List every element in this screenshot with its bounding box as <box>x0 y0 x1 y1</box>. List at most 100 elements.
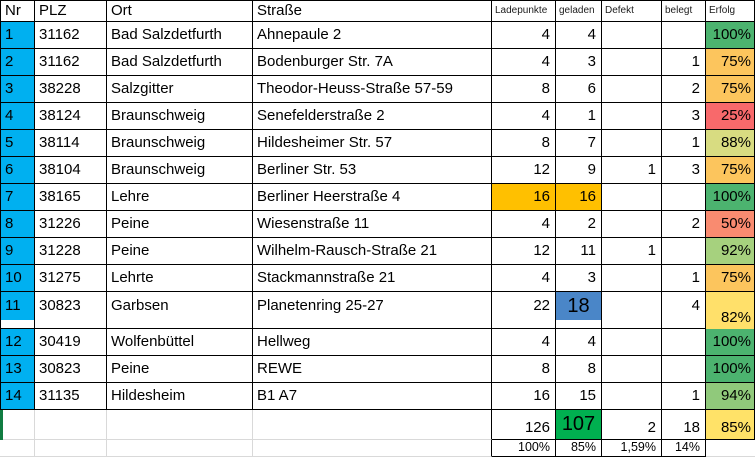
cell-geladen[interactable]: 4 <box>556 22 602 49</box>
cell-nr[interactable]: 5 <box>0 130 35 157</box>
cell-nr[interactable]: 3 <box>0 76 35 103</box>
cell-spacer[interactable] <box>0 320 35 329</box>
cell-ladepunkte[interactable]: 4 <box>492 49 556 76</box>
cell-plz[interactable]: 38124 <box>35 103 107 130</box>
cell-ladepunkte[interactable]: 16 <box>492 184 556 211</box>
total-defekt[interactable]: 2 <box>602 410 662 440</box>
cell-geladen[interactable]: 4 <box>556 329 602 356</box>
cell-belegt[interactable] <box>662 184 706 211</box>
cell-defekt[interactable] <box>602 184 662 211</box>
cell-erfolg[interactable]: 94% <box>706 383 755 410</box>
cell-plz[interactable]: 38165 <box>35 184 107 211</box>
cell-belegt[interactable]: 2 <box>662 211 706 238</box>
cell-belegt[interactable]: 1 <box>662 49 706 76</box>
cell-spacer[interactable] <box>253 320 492 329</box>
cell-ladepunkte[interactable]: 12 <box>492 238 556 265</box>
col-header-erfolg[interactable]: Erfolg <box>706 0 755 22</box>
cell-defekt[interactable] <box>602 265 662 292</box>
cell-strasse[interactable]: Stackmannstraße 21 <box>253 265 492 292</box>
cell-ladepunkte[interactable]: 4 <box>492 211 556 238</box>
cell-strasse[interactable]: Wilhelm-Rausch-Straße 21 <box>253 238 492 265</box>
cell-geladen[interactable]: 18 <box>556 292 602 320</box>
cell-nr[interactable]: 9 <box>0 238 35 265</box>
cell-erfolg[interactable]: 75% <box>706 157 755 184</box>
cell-plz[interactable] <box>35 410 107 440</box>
cell-geladen[interactable]: 3 <box>556 49 602 76</box>
cell-nr[interactable]: 1 <box>0 22 35 49</box>
cell-ladepunkte[interactable]: 8 <box>492 76 556 103</box>
col-header-ladepunkte[interactable]: Ladepunkte <box>492 0 556 22</box>
cell-plz[interactable]: 30419 <box>35 329 107 356</box>
col-header-nr[interactable]: Nr <box>0 0 35 22</box>
cell-plz[interactable]: 30823 <box>35 356 107 383</box>
cell-geladen[interactable]: 8 <box>556 356 602 383</box>
cell-ladepunkte[interactable]: 22 <box>492 292 556 320</box>
cell-ladepunkte[interactable]: 16 <box>492 383 556 410</box>
cell-plz[interactable]: 38114 <box>35 130 107 157</box>
col-header-belegt[interactable]: belegt <box>662 0 706 22</box>
cell-erfolg[interactable]: 25% <box>706 103 755 130</box>
cell-nr[interactable]: 14 <box>0 383 35 410</box>
cell-ort[interactable]: Braunschweig <box>107 157 253 184</box>
cell-strasse[interactable]: Bodenburger Str. 7A <box>253 49 492 76</box>
pct-ladepunkte[interactable]: 100% <box>492 440 556 457</box>
cell-erfolg[interactable]: 100% <box>706 329 755 356</box>
pct-geladen[interactable]: 85% <box>556 440 602 457</box>
cell-ort[interactable]: Wolfenbüttel <box>107 329 253 356</box>
cell-spacer[interactable] <box>35 320 107 329</box>
cell-erfolg[interactable]: 75% <box>706 76 755 103</box>
cell-erfolg[interactable]: 100% <box>706 356 755 383</box>
total-erfolg[interactable]: 85% <box>706 410 755 440</box>
cell-nr[interactable]: 4 <box>0 103 35 130</box>
cell-belegt[interactable]: 1 <box>662 383 706 410</box>
cell-ladepunkte[interactable]: 4 <box>492 265 556 292</box>
cell-strasse[interactable]: Hellweg <box>253 329 492 356</box>
cell-ort[interactable] <box>107 440 253 457</box>
cell-ort[interactable]: Peine <box>107 238 253 265</box>
cell-belegt[interactable] <box>662 356 706 383</box>
cell-belegt[interactable] <box>662 329 706 356</box>
cell-ladepunkte[interactable]: 12 <box>492 157 556 184</box>
cell-defekt[interactable]: 1 <box>602 238 662 265</box>
cell-geladen[interactable]: 7 <box>556 130 602 157</box>
cell-erfolg[interactable]: 82% <box>706 292 755 329</box>
cell-ladepunkte[interactable]: 8 <box>492 356 556 383</box>
cell-erfolg[interactable]: 75% <box>706 265 755 292</box>
cell-strasse[interactable]: Hildesheimer Str. 57 <box>253 130 492 157</box>
cell-ort[interactable]: Braunschweig <box>107 130 253 157</box>
cell-belegt[interactable] <box>662 22 706 49</box>
cell-belegt[interactable]: 3 <box>662 157 706 184</box>
cell-strasse[interactable]: B1 A7 <box>253 383 492 410</box>
cell-plz[interactable] <box>35 440 107 457</box>
cell-defekt[interactable] <box>602 292 662 320</box>
cell-spacer[interactable] <box>662 320 706 329</box>
cell-erfolg[interactable]: 50% <box>706 211 755 238</box>
cell-plz[interactable]: 30823 <box>35 292 107 320</box>
cell-erfolg[interactable]: 75% <box>706 49 755 76</box>
cell-ort[interactable]: Lehre <box>107 184 253 211</box>
cell-strasse[interactable]: Wiesenstraße 11 <box>253 211 492 238</box>
cell-plz[interactable]: 31162 <box>35 22 107 49</box>
cell-geladen[interactable]: 3 <box>556 265 602 292</box>
cell-ladepunkte[interactable]: 8 <box>492 130 556 157</box>
col-header-plz[interactable]: PLZ <box>35 0 107 22</box>
cell-defekt[interactable] <box>602 103 662 130</box>
cell-ort[interactable]: Hildesheim <box>107 383 253 410</box>
cell-defekt[interactable] <box>602 211 662 238</box>
cell-defekt[interactable]: 1 <box>602 157 662 184</box>
cell-plz[interactable]: 31275 <box>35 265 107 292</box>
cell-spacer[interactable] <box>556 320 602 329</box>
cell-geladen[interactable]: 16 <box>556 184 602 211</box>
cell-ladepunkte[interactable]: 4 <box>492 103 556 130</box>
cell-strasse[interactable] <box>253 440 492 457</box>
cell-strasse[interactable]: Berliner Heerstraße 4 <box>253 184 492 211</box>
cell-plz[interactable]: 31162 <box>35 49 107 76</box>
cell-spacer[interactable] <box>602 320 662 329</box>
col-header-defekt[interactable]: Defekt <box>602 0 662 22</box>
cell-strasse[interactable]: Planetenring 25-27 <box>253 292 492 320</box>
cell-belegt[interactable]: 3 <box>662 103 706 130</box>
total-ladepunkte[interactable]: 126 <box>492 410 556 440</box>
cell-nr[interactable] <box>0 410 35 440</box>
cell-ort[interactable]: Peine <box>107 356 253 383</box>
cell-belegt[interactable] <box>662 238 706 265</box>
